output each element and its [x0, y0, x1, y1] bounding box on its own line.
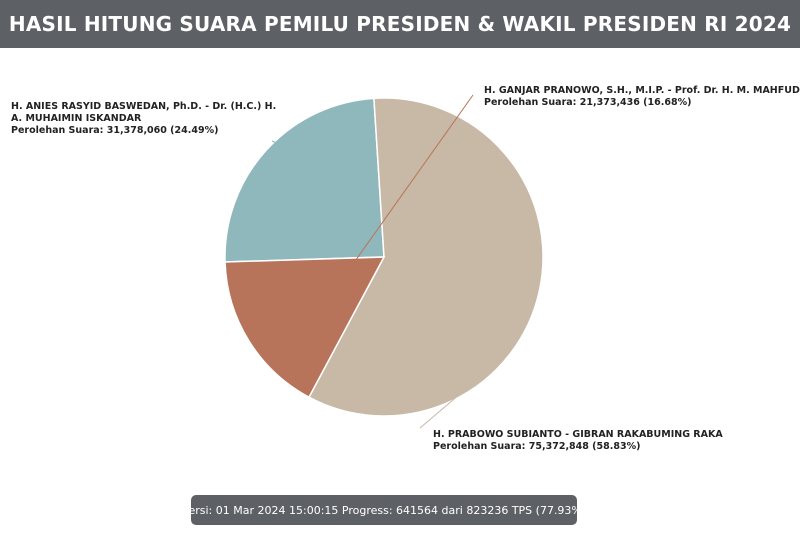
version-progress-text: Versi: 01 Mar 2024 15:00:15 Progress: 64…: [181, 503, 587, 517]
page-title: HASIL HITUNG SUARA PEMILU PRESIDEN & WAK…: [8, 12, 792, 36]
pie-connector-0: [271, 140, 277, 144]
page-header: HASIL HITUNG SUARA PEMILU PRESIDEN & WAK…: [0, 0, 800, 48]
pie-label-name-0-0: H. ANIES RASYID BASWEDAN, Ph.D. - Dr. (H…: [11, 101, 276, 112]
pie-slice-1[interactable]: [307, 97, 544, 417]
pie-slices: [224, 97, 544, 417]
pie-connector-1: [419, 352, 509, 429]
pie-labels: H. ANIES RASYID BASWEDAN, Ph.D. - Dr. (H…: [11, 85, 800, 452]
pie-label-name-0-1: A. MUHAIMIN ISKANDAR: [11, 113, 142, 124]
pie-label-name-1-0: H. PRABOWO SUBIANTO - GIBRAN RAKABUMING …: [433, 429, 723, 440]
pie-label-votes-1: Perolehan Suara: 75,372,848 (58.83%): [433, 441, 640, 452]
pie-connector-2: [276, 94, 474, 372]
pie-label-name-2-0: H. GANJAR PRANOWO, S.H., M.I.P. - Prof. …: [484, 85, 800, 96]
pie-label-votes-2: Perolehan Suara: 21,373,436 (16.68%): [484, 97, 691, 108]
pie-slice-0[interactable]: [224, 97, 385, 263]
pie-slice-2[interactable]: [224, 256, 386, 399]
pie-chart: H. ANIES RASYID BASWEDAN, Ph.D. - Dr. (H…: [11, 85, 800, 452]
pie-label-votes-0: Perolehan Suara: 31,378,060 (24.49%): [11, 125, 218, 136]
version-progress-bar: Versi: 01 Mar 2024 15:00:15 Progress: 64…: [182, 495, 586, 525]
